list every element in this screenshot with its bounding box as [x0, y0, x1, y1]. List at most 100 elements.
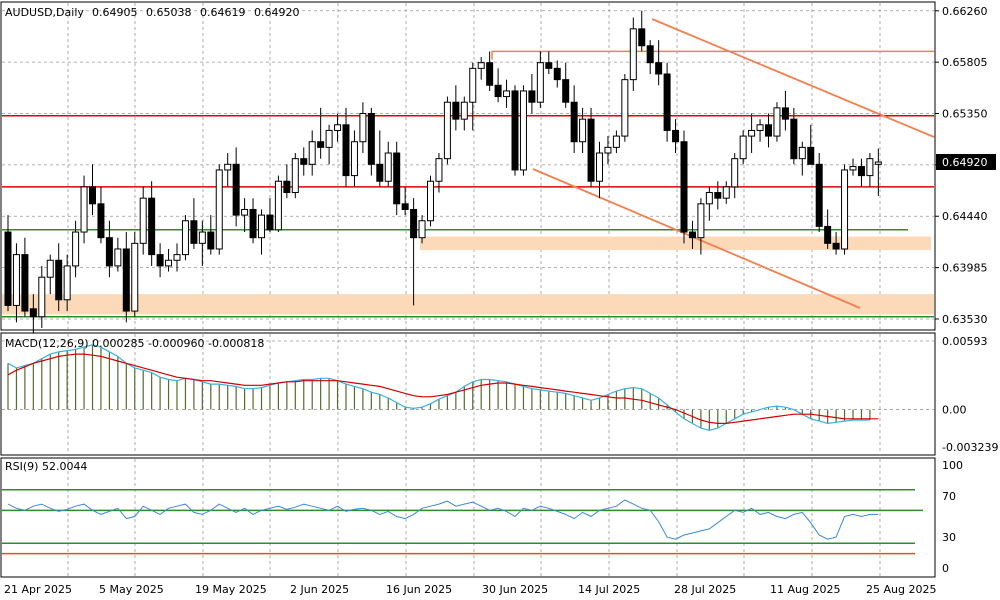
candle-body: [587, 118, 595, 182]
candle-body: [545, 62, 553, 69]
candle-body: [486, 62, 494, 86]
candle-body: [579, 118, 587, 143]
candle-body: [300, 158, 308, 165]
candle-body: [105, 237, 113, 267]
candle-body: [672, 129, 680, 143]
trend-line-lower: [532, 168, 861, 309]
date-tick-label: 28 Jul 2025: [674, 583, 736, 596]
candle-body: [148, 197, 156, 256]
candle-body: [21, 254, 29, 312]
candle-body: [536, 62, 544, 103]
candle-body: [494, 84, 502, 98]
candle-body: [139, 197, 147, 244]
candle-body: [697, 203, 705, 239]
candle-body: [790, 118, 798, 160]
candle-body: [570, 101, 578, 143]
rsi-tick-label: 30: [942, 531, 956, 544]
candle-body: [350, 141, 358, 177]
candle-body: [114, 248, 122, 267]
candle-body: [849, 166, 857, 171]
date-tick-label: 16 Jun 2025: [386, 583, 452, 596]
candle-body: [249, 208, 257, 239]
candle-body: [427, 180, 434, 222]
trend-line-upper: [651, 18, 935, 138]
candle-body: [612, 135, 620, 148]
candle-body: [781, 107, 789, 120]
candle-body: [418, 220, 426, 239]
candle-body: [739, 135, 747, 160]
candle-body: [393, 152, 401, 205]
candle-body: [646, 45, 654, 64]
candle-body: [655, 62, 663, 75]
current-price-label: 0.64920: [942, 156, 988, 169]
candle-body: [367, 113, 375, 165]
candle-body: [181, 220, 189, 256]
macd-panel-frame: [0, 332, 936, 456]
price-tick-label: 0.63530: [942, 313, 988, 326]
candle-body: [165, 259, 173, 267]
candle-body: [258, 214, 265, 239]
candle-body: [714, 192, 722, 199]
date-tick-label: 2 Jun 2025: [290, 583, 349, 596]
candle-body: [528, 90, 536, 103]
candle-body: [511, 90, 519, 171]
candle-body: [604, 146, 612, 154]
candle-body: [824, 225, 832, 244]
price-tick-label: 0.65350: [942, 108, 988, 121]
candle-body: [12, 254, 20, 306]
candle-body: [241, 208, 249, 216]
candle-body: [663, 73, 671, 131]
candle-body: [807, 146, 815, 165]
candle-body: [401, 203, 409, 210]
candle-body: [596, 152, 603, 182]
candle-body: [629, 28, 637, 81]
candle-body: [621, 79, 629, 137]
candle-body: [334, 124, 342, 131]
candle-body: [4, 231, 12, 306]
candle-body: [131, 242, 139, 312]
rsi-panel-frame: [0, 457, 936, 578]
low-value: 0.64619: [200, 6, 246, 19]
macd-indicator: [7, 344, 879, 432]
candle-body: [173, 254, 181, 261]
candle-body: [477, 62, 485, 69]
candle-body: [435, 158, 443, 182]
rsi-line: [7, 499, 879, 540]
candle-body: [325, 129, 333, 148]
candle-body: [680, 141, 688, 233]
candle-body: [452, 101, 460, 120]
grid-lines: [2, 3, 934, 576]
candle-body: [773, 107, 781, 137]
candle-body: [705, 192, 713, 205]
candle-body: [308, 141, 316, 165]
candles: [4, 10, 882, 334]
date-tick-label: 5 May 2025: [99, 583, 164, 596]
candle-body: [232, 163, 240, 216]
candle-body: [291, 158, 299, 194]
candle-body: [748, 129, 756, 137]
date-tick-label: 19 May 2025: [195, 583, 267, 596]
rsi-tick-label: 70: [942, 490, 956, 503]
rsi-label: RSI(9) 52.0044: [5, 460, 87, 473]
candle-body: [317, 141, 325, 148]
macd-tick-label: 0.00: [942, 404, 967, 417]
candle-body: [38, 276, 46, 318]
candle-body: [274, 180, 282, 231]
price-tick-label: 0.65805: [942, 56, 988, 69]
candle-body: [756, 124, 764, 131]
candle-body: [55, 259, 63, 301]
candle-body: [80, 186, 88, 233]
candle-body: [688, 231, 696, 239]
candle-body: [376, 163, 384, 182]
rsi-indicator: [2, 488, 923, 555]
candle-body: [874, 161, 882, 165]
symbol-title: AUDUSD,Daily: [5, 6, 84, 19]
support-zones: [2, 236, 934, 315]
macd-label: MACD(12,26,9) 0.000285 -0.000960 -0.0008…: [5, 337, 264, 350]
date-tick-label: 30 Jun 2025: [482, 583, 548, 596]
high-value: 0.65038: [146, 6, 192, 19]
current-price-marker: 0.64920: [936, 154, 996, 170]
candle-body: [207, 231, 215, 250]
date-tick-label: 21 Apr 2025: [4, 583, 72, 596]
